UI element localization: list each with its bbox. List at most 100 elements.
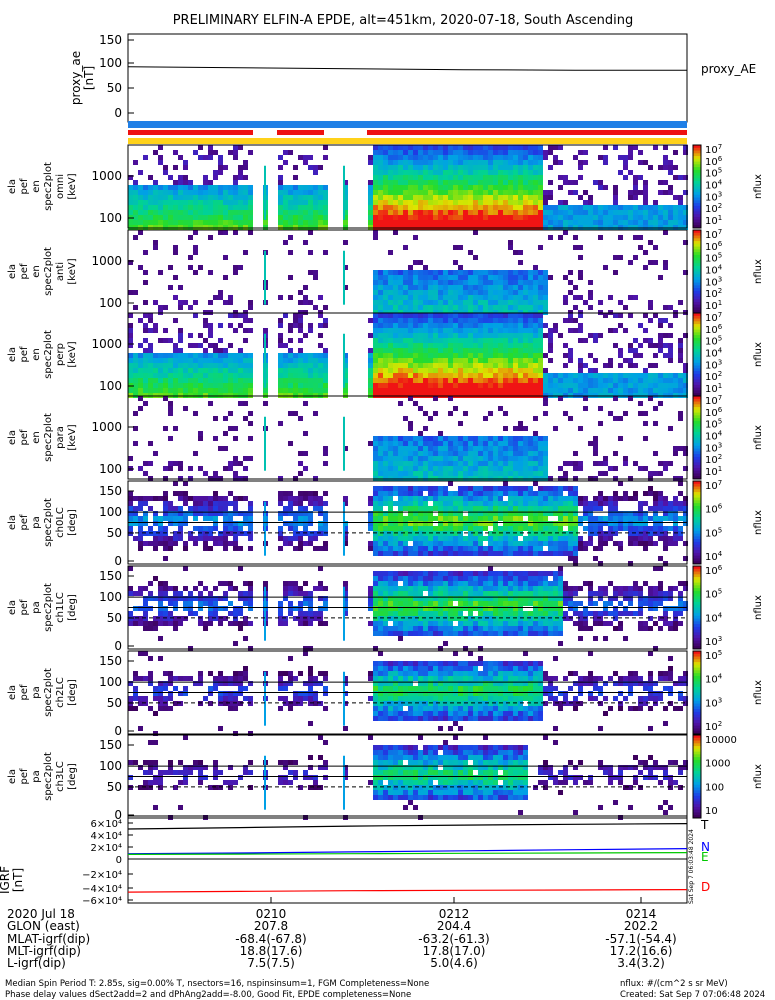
heatmap-cell [523,353,528,358]
heatmap-cell [323,358,328,363]
heatmap-cell [533,496,538,501]
heatmap-cell [523,155,528,160]
heatmap-cell [538,190,543,195]
heatmap-cell [588,210,593,215]
heatmap-cell [513,546,518,551]
heatmap-cell [533,363,538,368]
heatmap-cell [148,526,153,531]
heatmap-cell [658,531,663,536]
heatmap-cell [518,486,523,491]
heatmap-cell [668,205,673,210]
heatmap-cell [588,353,593,358]
heatmap-cell [508,295,513,300]
heatmap-cell [448,436,453,441]
heatmap-cell [518,323,523,328]
colorbar-segment [693,508,701,512]
colorbar-segment [693,552,701,557]
heatmap-cell [503,318,508,323]
heatmap-cell [448,546,453,551]
heatmap-cell [468,160,473,165]
heatmap-cell [398,383,403,388]
heatmap-cell [163,506,168,511]
heatmap-cell [563,230,568,235]
heatmap-cell [508,200,513,205]
heatmap-cell [203,323,208,328]
heatmap-cell [533,511,538,516]
heatmap-cell [323,190,328,195]
heatmap-cell [523,275,528,280]
heatmap-cell [488,205,493,210]
heatmap-cell [288,338,293,343]
heatmap-cell [288,150,293,155]
heatmap-cell [208,363,213,368]
heatmap-cell [193,383,198,388]
heatmap-cell [458,170,463,175]
heatmap-cell [158,606,163,611]
heatmap-cell [408,441,413,446]
heatmap-cell [558,521,563,526]
heatmap-cell [468,491,473,496]
heatmap-cell [183,491,188,496]
heatmap-cell [428,353,433,358]
heatmap-cell [468,185,473,190]
heatmap-cell [213,170,218,175]
heatmap-cell [438,431,443,436]
heatmap-cell [138,531,143,536]
heatmap-cell [478,546,483,551]
heatmap-cell [493,270,498,275]
heatmap-cell [408,456,413,461]
heatmap-cell [428,526,433,531]
proxy-ae-label: proxy_AE [701,62,756,76]
colorbar-tick: 106 [705,503,723,516]
heatmap-cell [163,378,168,383]
heatmap-cell [573,318,578,323]
heatmap-cell [168,611,173,616]
heatmap-cell [413,328,418,333]
heatmap-cell [488,456,493,461]
heatmap-cell [203,368,208,373]
heatmap-cell [508,521,513,526]
heatmap-cell [578,338,583,343]
heatmap-cell [173,626,178,631]
heatmap-cell [318,506,323,511]
heatmap-cell [488,358,493,363]
heatmap-cell [403,486,408,491]
heatmap-cell [218,290,223,295]
heatmap-cell [578,328,583,333]
heatmap-cell [588,280,593,285]
heatmap-cell [533,368,538,373]
heatmap-cell [483,353,488,358]
heatmap-cell [593,531,598,536]
heatmap-spike [343,501,345,556]
heatmap-cell [153,245,158,250]
colorbar-tick: 104 [705,550,723,563]
heatmap-cell [453,511,458,516]
heatmap-cell [543,436,548,441]
heatmap-cell [603,536,608,541]
heatmap-cell [578,323,583,328]
colorbar-segment [693,222,701,226]
heatmap-cell [148,506,153,511]
ytick-label: 100 [99,462,122,476]
heatmap-cell [478,305,483,310]
heatmap-cell [403,150,408,155]
heatmap-cell [478,343,483,348]
heatmap-cell [173,220,178,225]
heatmap-cell [493,496,498,501]
heatmap-cell [173,516,178,521]
heatmap-cell [188,388,193,393]
heatmap-cell [468,195,473,200]
heatmap-cell [183,368,188,373]
heatmap-cell [168,373,173,378]
heatmap-cell [418,441,423,446]
heatmap-cell [143,338,148,343]
heatmap-cell [593,210,598,215]
heatmap-cell [538,150,543,155]
heatmap-cell [543,536,548,541]
heatmap-cell [513,285,518,290]
heatmap-cell [678,416,683,421]
heatmap-cell [503,436,508,441]
heatmap-cell [588,526,593,531]
heatmap-cell [493,205,498,210]
heatmap-cell [163,358,168,363]
